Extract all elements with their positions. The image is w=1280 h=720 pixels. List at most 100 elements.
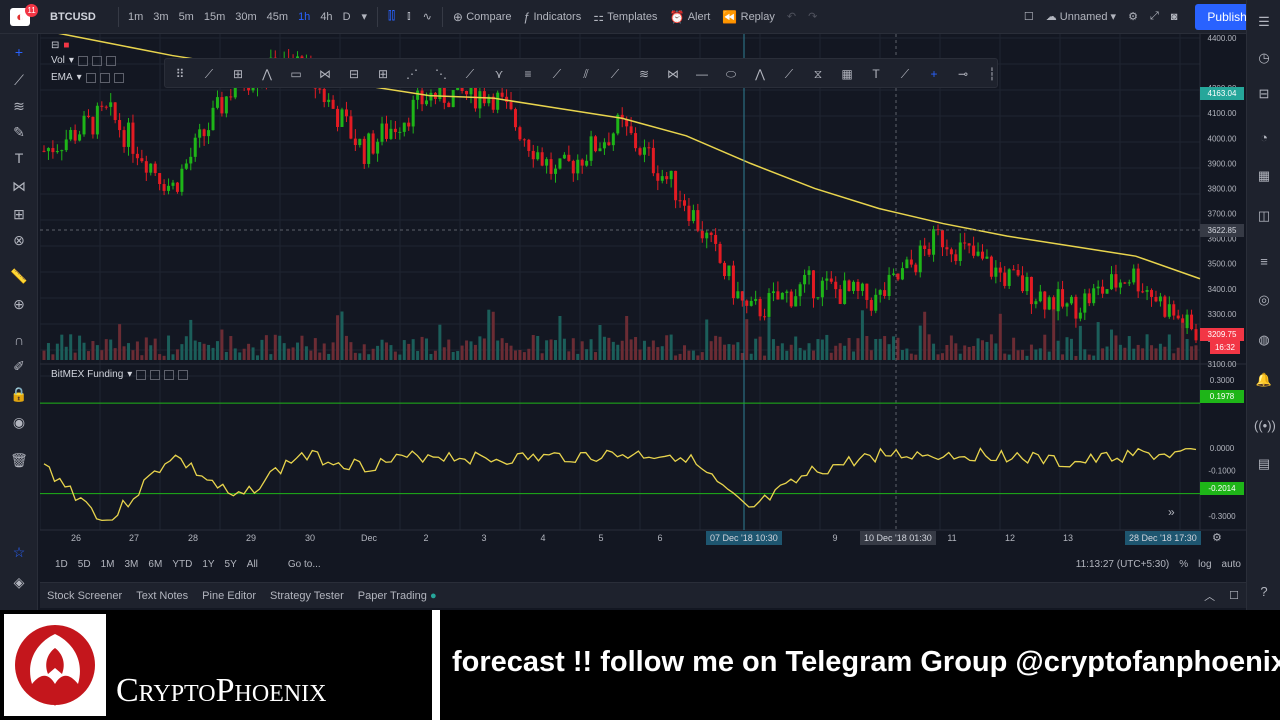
- draw-path-icon[interactable]: ⋰: [406, 67, 418, 81]
- draw-vertical-icon[interactable]: ┆: [988, 67, 996, 81]
- magnet-icon[interactable]: ∩: [13, 332, 25, 348]
- bars-icon[interactable]: ⫾: [407, 10, 411, 22]
- visibility-icon[interactable]: [136, 369, 147, 380]
- calendar-icon[interactable]: ▦: [1257, 168, 1271, 183]
- interval-1h[interactable]: 1h: [298, 10, 311, 23]
- ruler-icon[interactable]: 📏: [10, 268, 28, 284]
- draw-wave-icon[interactable]: ⋱: [435, 67, 447, 81]
- redo-icon[interactable]: ↷: [808, 11, 818, 23]
- watchlist-icon[interactable]: ☰: [1258, 14, 1270, 29]
- interval-15m[interactable]: 15m: [203, 10, 226, 23]
- interval-5m[interactable]: 5m: [178, 10, 194, 23]
- close-small-icon[interactable]: [105, 55, 116, 66]
- camera-icon[interactable]: ◙: [1170, 10, 1178, 23]
- draw-brush-icon[interactable]: ≋: [638, 67, 650, 81]
- legend-chevron-icon[interactable]: ▾: [68, 55, 74, 66]
- settings-icon[interactable]: ⚙: [1128, 11, 1138, 23]
- object-tree-icon[interactable]: ◈: [13, 574, 25, 590]
- percent-toggle[interactable]: %: [1179, 558, 1189, 570]
- log-toggle[interactable]: log: [1198, 558, 1212, 570]
- tab-stock-screener[interactable]: Stock Screener: [47, 589, 123, 602]
- draw-anchor-icon[interactable]: ⧖: [813, 67, 823, 81]
- draw-cross-icon[interactable]: +: [930, 67, 938, 81]
- text-icon[interactable]: T: [14, 150, 24, 166]
- lock-icon[interactable]: 🔒: [10, 386, 28, 402]
- chats-icon[interactable]: ◍: [1258, 332, 1270, 347]
- legend-chevron-icon[interactable]: ▾: [127, 369, 133, 380]
- draw-text-icon[interactable]: T: [872, 67, 880, 81]
- maximize-panel-icon[interactable]: ☐: [1229, 590, 1239, 602]
- close-small-icon[interactable]: [178, 369, 189, 380]
- draw-channel-icon[interactable]: ⫽: [583, 67, 589, 81]
- streams-icon[interactable]: ≡: [1260, 254, 1268, 269]
- draw-drag-handle-icon[interactable]: ⠿: [175, 67, 185, 81]
- interval-dropdown-icon[interactable]: ▾: [361, 11, 368, 23]
- trend-line-icon[interactable]: ⟋: [14, 72, 24, 88]
- draw-pitchfork-icon[interactable]: ⋀: [262, 67, 272, 81]
- tab-paper-trading[interactable]: Paper Trading ●: [351, 590, 444, 602]
- crosshair-icon[interactable]: +: [14, 44, 24, 60]
- draw-fib-channel-icon[interactable]: ⊞: [377, 67, 389, 81]
- templates-button[interactable]: ⚏ Templates: [587, 0, 663, 34]
- tab-text-notes[interactable]: Text Notes: [136, 589, 189, 602]
- draw-pattern-icon[interactable]: ⋈: [319, 67, 331, 81]
- legend-chevron-icon[interactable]: ▾: [76, 72, 82, 83]
- interval-1m[interactable]: 1m: [128, 10, 144, 23]
- range-6m[interactable]: 6M: [148, 558, 163, 570]
- draw-line-icon[interactable]: ⟋: [552, 67, 562, 81]
- chart-pane[interactable]: 4400.004200.004100.004000.003900.003800.…: [40, 34, 1246, 554]
- fullscreen-layout-icon[interactable]: ☐: [1023, 11, 1034, 23]
- layout-name-button[interactable]: ☁ Unnamed ▾: [1045, 10, 1117, 24]
- favorites-star-icon[interactable]: ☆: [12, 544, 26, 560]
- legend-ema[interactable]: EMA ▾: [51, 72, 124, 83]
- auto-toggle[interactable]: auto: [1221, 558, 1241, 570]
- draw-horizontal-ray-icon[interactable]: ⊸: [957, 67, 969, 81]
- scroll-right-icon[interactable]: »: [1168, 505, 1175, 519]
- settings-small-icon[interactable]: [150, 369, 161, 380]
- tab-strategy-tester[interactable]: Strategy Tester: [269, 589, 344, 602]
- range-3m[interactable]: 3M: [124, 558, 139, 570]
- draw-fib-icon[interactable]: ⊟: [348, 67, 360, 81]
- draw-abcd-icon[interactable]: ⋎: [494, 67, 504, 81]
- prediction-icon[interactable]: ⊞: [13, 206, 25, 222]
- ideas-icon[interactable]: ◫: [1257, 208, 1271, 223]
- fib-icon[interactable]: ≋: [13, 98, 25, 114]
- order-panel-icon[interactable]: ▤: [1257, 456, 1271, 471]
- undo-icon[interactable]: ↶: [786, 11, 797, 23]
- draw-parallel-icon[interactable]: ⟋: [610, 67, 620, 81]
- close-small-icon[interactable]: [113, 72, 124, 83]
- collapse-icon[interactable]: ⊟: [51, 40, 60, 51]
- draw-grid-icon[interactable]: ⊞: [232, 67, 244, 81]
- more-icon[interactable]: [164, 369, 175, 380]
- legend-funding[interactable]: BitMEX Funding ▾: [51, 369, 189, 380]
- draw-fib-levels-icon[interactable]: ≡: [524, 67, 532, 81]
- zoom-icon[interactable]: ⊕: [13, 296, 25, 312]
- remove-icon[interactable]: ⊗: [13, 232, 25, 248]
- compare-button[interactable]: ⊕ Compare: [447, 0, 518, 34]
- draw-arrow-icon[interactable]: ⟋: [784, 67, 794, 81]
- range-all[interactable]: All: [246, 558, 258, 570]
- draw-horizontal-icon[interactable]: —: [696, 67, 708, 81]
- range-5d[interactable]: 5D: [77, 558, 91, 570]
- draw-trend-icon[interactable]: ⟋: [204, 67, 214, 81]
- chat-icon[interactable]: ◎: [1258, 292, 1270, 307]
- alert-button[interactable]: ⏰ Alert: [663, 0, 716, 34]
- draw-heatmap-icon[interactable]: ▦: [841, 67, 853, 81]
- data-window-icon[interactable]: ⊟: [1258, 86, 1270, 101]
- replay-button[interactable]: ⏪ Replay: [716, 0, 781, 34]
- goto-button[interactable]: Go to...: [287, 558, 321, 570]
- settings-small-icon[interactable]: [91, 55, 102, 66]
- symbol-search[interactable]: BTCUSD: [50, 10, 96, 23]
- hotlist-icon[interactable]: ◔: [1260, 130, 1268, 145]
- interval-30m[interactable]: 30m: [235, 10, 257, 23]
- eye-icon[interactable]: ◉: [12, 414, 26, 430]
- candles-icon[interactable]: ⫿⫿: [388, 10, 396, 22]
- range-ytd[interactable]: YTD: [172, 558, 193, 570]
- signal-icon[interactable]: ((•)): [1254, 418, 1276, 433]
- line-chart-icon[interactable]: ∿: [422, 11, 432, 23]
- price-chart[interactable]: 4400.004200.004100.004000.003900.003800.…: [40, 34, 1246, 554]
- help-icon[interactable]: ?: [1260, 584, 1268, 599]
- range-1y[interactable]: 1Y: [202, 558, 215, 570]
- draw-rectangle-icon[interactable]: ▭: [290, 67, 302, 81]
- notifications-icon[interactable]: 🔔: [1255, 372, 1273, 387]
